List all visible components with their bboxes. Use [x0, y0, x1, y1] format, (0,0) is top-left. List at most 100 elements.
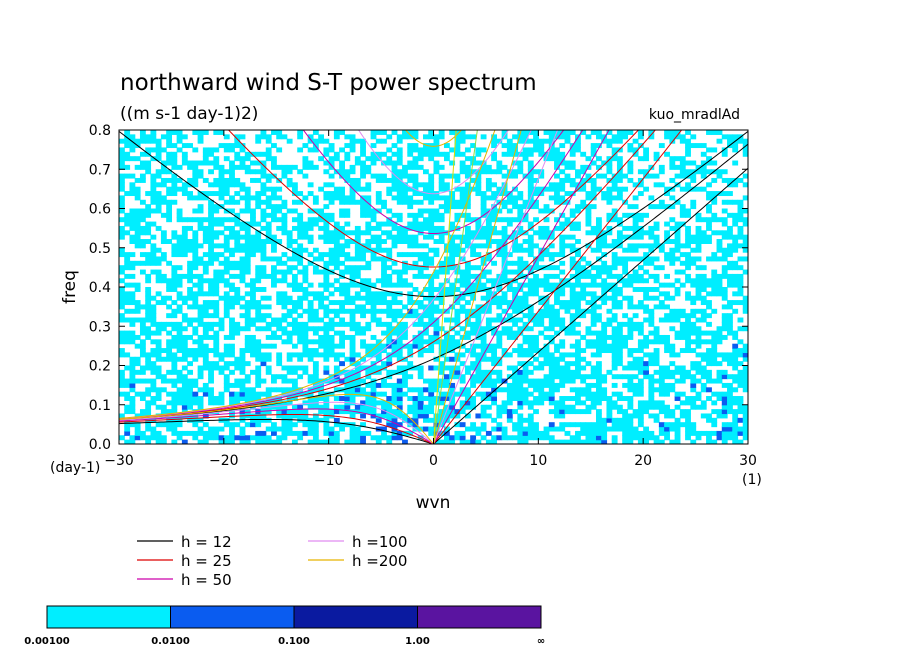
- power-cell: [155, 422, 162, 428]
- power-cell: [155, 269, 162, 275]
- power-cell: [569, 304, 576, 310]
- power-cell: [527, 308, 534, 314]
- power-cell: [637, 278, 644, 284]
- power-cell: [171, 365, 178, 371]
- power-cell: [391, 387, 398, 393]
- power-cell: [674, 426, 681, 432]
- power-cell: [234, 400, 241, 406]
- power-cell: [737, 352, 744, 358]
- power-cell: [187, 396, 193, 401]
- power-cell: [575, 339, 581, 345]
- power-cell: [501, 295, 508, 301]
- power-cell: [417, 413, 424, 419]
- power-cell: [255, 304, 262, 310]
- power-cell: [197, 430, 204, 436]
- power-cell: [197, 365, 204, 371]
- power-cell: [527, 326, 534, 332]
- power-cell: [464, 147, 471, 153]
- power-cell: [218, 130, 225, 135]
- power-cell: [664, 422, 670, 428]
- power-cell: [606, 230, 613, 236]
- power-cell: [543, 374, 550, 380]
- power-cell: [145, 352, 152, 358]
- power-cell: [297, 313, 304, 319]
- power-cell: [370, 300, 377, 306]
- power-cell: [286, 313, 293, 319]
- power-cell: [606, 143, 613, 149]
- power-cell: [176, 343, 183, 349]
- power-cell: [265, 186, 272, 192]
- power-cell: [669, 177, 676, 183]
- power-cell: [559, 247, 566, 253]
- power-cell: [595, 265, 602, 271]
- power-cell: [669, 413, 676, 419]
- power-cell: [375, 195, 382, 201]
- power-cell: [229, 295, 235, 301]
- power-cell: [160, 348, 167, 354]
- power-cell: [181, 234, 188, 240]
- power-cell: [192, 430, 199, 436]
- power-cell: [391, 234, 398, 240]
- power-cell: [297, 352, 304, 358]
- power-cell: [727, 260, 733, 266]
- power-cell: [265, 435, 272, 441]
- power-cell: [202, 356, 209, 362]
- power-cell: [690, 378, 697, 384]
- power-cell: [611, 317, 618, 323]
- power-cell: [202, 361, 209, 367]
- power-cell: [721, 435, 728, 441]
- power-cell: [616, 321, 623, 327]
- power-cell: [522, 374, 529, 380]
- power-cell: [732, 417, 739, 423]
- power-cell: [517, 404, 524, 410]
- power-cell: [134, 343, 141, 349]
- power-cell: [470, 426, 477, 432]
- power-cell: [512, 308, 518, 314]
- power-cell: [239, 417, 246, 423]
- power-cell: [669, 409, 676, 415]
- power-cell: [648, 243, 655, 249]
- power-cell: [543, 151, 550, 157]
- power-cell: [517, 361, 524, 367]
- power-cell: [548, 195, 555, 201]
- power-cell: [239, 352, 246, 358]
- power-cell: [454, 422, 461, 428]
- power-cell: [286, 230, 293, 236]
- power-cell: [323, 365, 330, 371]
- power-cell: [197, 313, 204, 319]
- power-cell: [443, 378, 450, 384]
- power-cell: [501, 230, 508, 236]
- power-cell: [464, 234, 471, 240]
- power-cell: [297, 334, 304, 340]
- power-cell: [297, 287, 304, 292]
- power-cell: [491, 439, 497, 444]
- power-cell: [202, 225, 209, 231]
- power-cell: [223, 365, 230, 371]
- power-cell: [575, 173, 581, 179]
- power-cell: [727, 278, 733, 284]
- power-cell: [213, 243, 220, 249]
- power-cell: [721, 247, 728, 253]
- power-cell: [381, 204, 387, 210]
- power-cell: [595, 348, 602, 354]
- power-cell: [181, 273, 188, 279]
- power-cell: [643, 374, 650, 380]
- power-cell: [496, 343, 503, 349]
- power-cell: [208, 169, 214, 175]
- power-cell: [564, 217, 571, 223]
- ig-curve-h25: [227, 130, 640, 268]
- power-cell: [543, 352, 550, 358]
- power-cell: [250, 417, 256, 423]
- power-cell: [669, 348, 676, 354]
- power-cell: [480, 435, 487, 441]
- power-cell: [187, 287, 193, 292]
- power-cell: [323, 151, 330, 157]
- power-cell: [627, 365, 634, 371]
- power-cell: [454, 243, 461, 249]
- power-cell: [176, 308, 183, 314]
- power-cell: [569, 182, 576, 188]
- ig-curve-h200: [404, 130, 463, 147]
- power-cell: [244, 313, 251, 319]
- power-cell: [181, 391, 188, 397]
- power-cell: [160, 273, 167, 279]
